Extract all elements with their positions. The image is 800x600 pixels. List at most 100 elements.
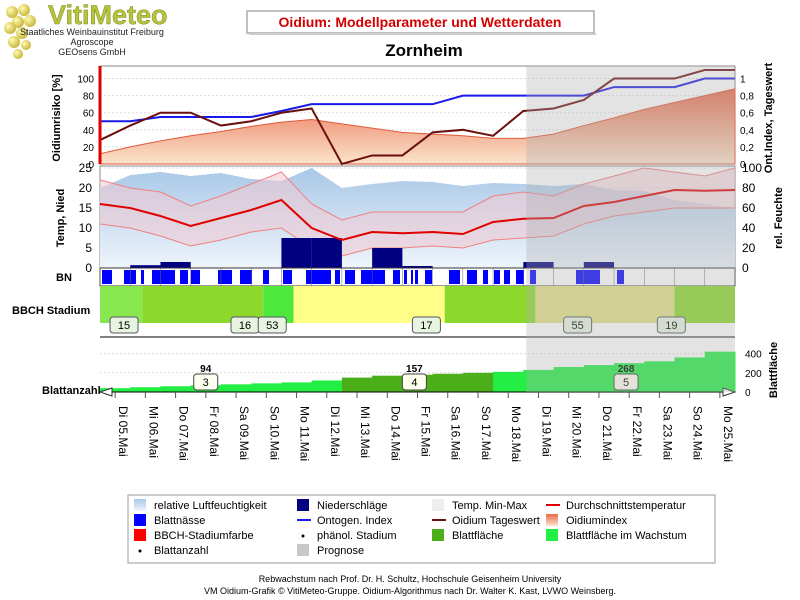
temp-max-line	[99, 167, 736, 221]
bbch-segment	[444, 286, 536, 323]
legend-swatch	[297, 544, 309, 556]
leafwet-segment	[393, 270, 400, 284]
prognose-shade	[526, 66, 735, 392]
bbch-stage-box	[109, 316, 139, 334]
p1-ytick: 80	[83, 92, 95, 103]
x-tick-label: Do 21.Mai	[600, 406, 614, 461]
leafwet-segment	[467, 270, 477, 284]
blattflaeche-bar	[311, 380, 343, 392]
leafwet-segment	[345, 270, 355, 284]
blattflaeche-bar	[160, 386, 192, 392]
legend-swatch	[134, 529, 146, 541]
leafwet-segment	[361, 270, 385, 284]
rain-bar	[281, 238, 312, 268]
leafwet-segment	[530, 270, 536, 284]
leafwet-segment	[141, 270, 144, 284]
rain-bar	[372, 248, 403, 268]
p1-ytick-right: 0,4	[740, 126, 754, 137]
legend-label: Durchschnittstemperatur	[566, 500, 686, 512]
x-tick-label: Mi 20.Mai	[570, 406, 584, 458]
p1-ytick: 20	[83, 143, 95, 154]
p2-ylabel: Temp, Nied	[55, 189, 67, 247]
leafwet-segment	[425, 270, 432, 284]
legend-swatch	[546, 514, 558, 526]
p1-ytick-right: 1	[740, 75, 746, 86]
x-tick-label: Fr 15.Mai	[419, 406, 433, 457]
legend-label: relative Luftfeuchtigkeit	[154, 500, 267, 512]
oidiumindex-area	[99, 88, 736, 165]
page-title: Oidium: Modellparameter und Wetterdaten	[279, 14, 562, 30]
legend-swatch	[301, 534, 305, 538]
leafwet-segment	[191, 270, 200, 284]
legend-label: Oidium Tageswert	[452, 515, 540, 527]
rain-bar	[160, 262, 191, 268]
bbch-segment	[535, 286, 675, 323]
blattflaeche-bar	[281, 382, 313, 392]
p4-ytick: 0	[745, 388, 751, 399]
logo-line-3: GEOsens GmbH	[58, 47, 126, 57]
x-tick-label: Fr 08.Mai	[207, 406, 221, 457]
p1-ytick: 100	[77, 75, 94, 86]
leafwet-segment	[263, 270, 269, 284]
rain-bar	[583, 262, 615, 268]
leafwet-segment	[152, 270, 175, 284]
legend-label: phänol. Stadium	[317, 530, 397, 542]
bbch-stage-label: 15	[118, 320, 130, 332]
p1-ytick: 40	[83, 126, 95, 137]
p2-ytick: 0	[85, 261, 92, 275]
legend-swatch	[432, 499, 444, 511]
footer-line-2: VM Oidium-Grafik © VitiMeteo-Gruppe. Oid…	[204, 586, 616, 596]
p4-ytick: 400	[745, 350, 762, 361]
legend-label: Oidiumindex	[566, 515, 628, 527]
x-tick-label: So 10.Mai	[267, 406, 281, 460]
logo-line-2: Agroscope	[70, 37, 113, 47]
legend-swatch	[297, 499, 309, 511]
bbch-segment	[674, 286, 735, 323]
leafwet-segment	[240, 270, 252, 284]
x-tick-label: Sa 16.Mai	[449, 406, 463, 460]
x-tick-label: Di 05.Mai	[116, 406, 130, 457]
leafwet-segment	[504, 270, 510, 284]
x-tick-label: Mo 11.Mai	[298, 406, 312, 461]
blattflaeche-bar	[674, 357, 706, 392]
blattflaeche-bar	[583, 365, 615, 392]
rain-bar	[523, 262, 554, 268]
x-tick-label: Mi 13.Mai	[358, 406, 372, 458]
legend-label: Blattfläche im Wachstum	[566, 530, 687, 542]
p2-ytick: 25	[79, 161, 93, 175]
p1-ytick-right: 0,8	[740, 92, 754, 103]
x-tick-label: Fr 22.Mai	[630, 406, 644, 457]
blattflaeche-bar	[432, 373, 464, 392]
leafwet-segment	[306, 270, 331, 284]
p1-ytick: 0	[88, 160, 94, 171]
legend: relative Luftfeuchtigkeit Niederschläge Te…	[134, 499, 687, 557]
p2-ytick-right: 20	[742, 241, 756, 255]
rain-bar	[402, 266, 433, 268]
bn-label: BN	[56, 272, 72, 284]
blattanzahl-box	[193, 373, 219, 391]
p2-ytick: 10	[79, 221, 93, 235]
p1-ylabel: Oidiumrisiko [%]	[51, 74, 63, 162]
bbch-stage-box	[411, 316, 441, 334]
logo-name: VitiMeteo	[48, 0, 168, 30]
leafwet-segment	[102, 270, 112, 284]
leafwet-segment	[218, 270, 232, 284]
p4-ytick: 200	[745, 369, 762, 380]
x-tick-label: Do 14.Mai	[388, 406, 402, 461]
x-tick-label: Di 19.Mai	[539, 406, 553, 457]
blattflaeche-bar	[704, 351, 736, 392]
bbch-stage-box	[563, 316, 593, 334]
blattflaeche-bar	[493, 371, 524, 392]
legend-swatch	[134, 514, 146, 526]
blattanzahl-box	[613, 373, 639, 391]
leafwet-segment	[494, 270, 500, 284]
x-tick-label: Mo 18.Mai	[509, 406, 523, 462]
temp-min-line	[99, 207, 735, 257]
leafwet-segment	[449, 270, 460, 284]
p2-ytick: 5	[85, 241, 92, 255]
p2-ytick-right: 80	[742, 181, 756, 195]
legend-label: Prognose	[317, 545, 364, 557]
blattflaeche-bar	[553, 367, 585, 392]
leafwet-segment	[576, 270, 600, 284]
